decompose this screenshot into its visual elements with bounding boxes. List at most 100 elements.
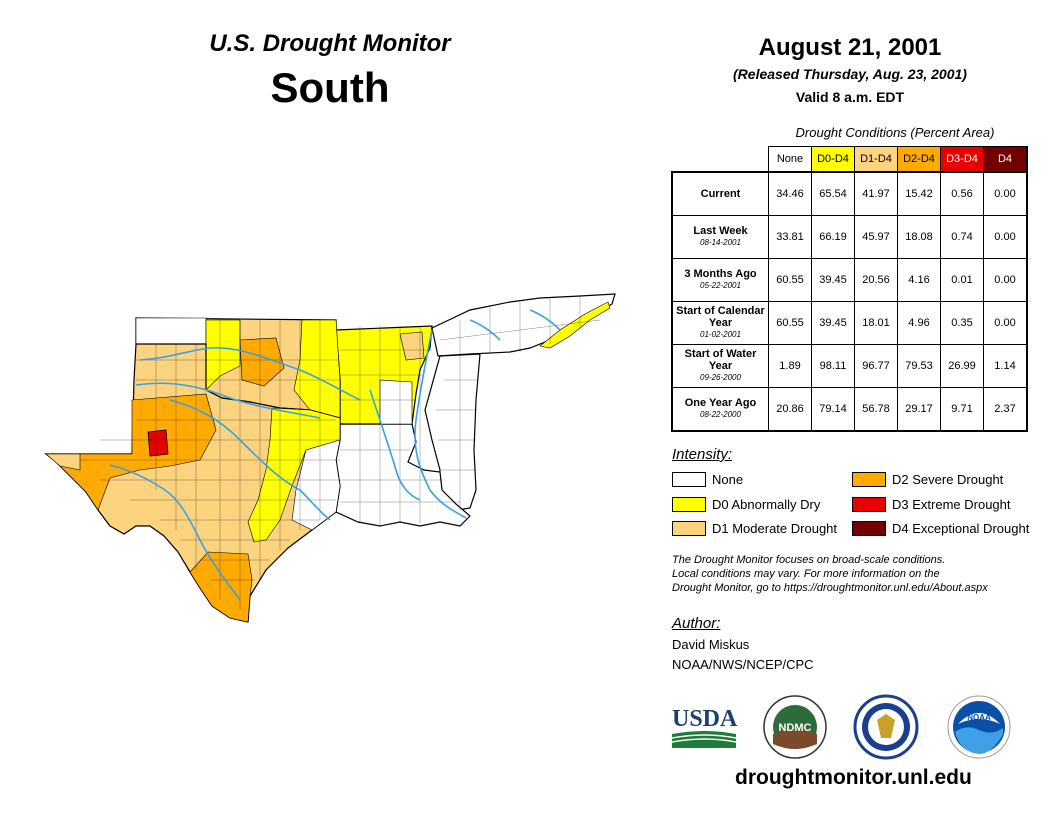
table-cell: 0.00 — [983, 171, 1028, 216]
commerce-seal-icon — [853, 694, 919, 760]
legend-item-d3: D3 Extreme Drought — [852, 496, 1011, 513]
table-cell: 29.17 — [897, 387, 941, 432]
table-row: Start of Water Year 09-26-2000 1.89 98.11… — [671, 344, 1028, 388]
col-header-d2-d4: D2-D4 — [897, 146, 941, 173]
site-url[interactable]: droughtmonitor.unl.edu — [735, 766, 972, 789]
region-ar-d1 — [399, 331, 425, 361]
legend-label: D4 Exceptional Drought — [892, 521, 1030, 536]
row-date: 05-22-2001 — [700, 281, 741, 290]
legend-label: D3 Extreme Drought — [892, 497, 1011, 512]
table-cell: 39.45 — [811, 301, 855, 345]
col-header-d4: D4 — [983, 146, 1028, 173]
col-header-d1-d4: D1-D4 — [854, 146, 898, 173]
usda-logo-icon: USDA — [671, 706, 738, 748]
table-cell: 60.55 — [768, 301, 812, 345]
note-line: Drought Monitor, go to https://droughtmo… — [672, 582, 988, 594]
row-date: 08-22-2000 — [700, 410, 741, 419]
table-cell: 1.89 — [768, 344, 812, 388]
col-header-none: None — [768, 146, 812, 173]
table-cell: 0.00 — [983, 258, 1028, 302]
legend-title: Intensity: — [672, 446, 733, 463]
table-cell: 15.42 — [897, 171, 941, 216]
monitor-title: U.S. Drought Monitor — [209, 30, 451, 57]
table-cell: 33.81 — [768, 215, 812, 259]
legend-swatch — [852, 497, 886, 512]
author-org: NOAA/NWS/NCEP/CPC — [672, 657, 814, 672]
table-cell: 39.45 — [811, 258, 855, 302]
table-cell: 34.46 — [768, 171, 812, 216]
table-cell: 96.77 — [854, 344, 898, 388]
author-name: David Miskus — [672, 637, 750, 652]
table-cell: 4.96 — [897, 301, 941, 345]
region-tx-d2-south — [189, 551, 253, 623]
region-ok-panhandle-none — [135, 317, 207, 345]
valid-time: Valid 8 a.m. EDT — [795, 89, 905, 105]
table-cell: 65.54 — [811, 171, 855, 216]
legend-item-d2: D2 Severe Drought — [852, 471, 1003, 488]
table-cell: 18.08 — [897, 215, 941, 259]
region-ar-none — [379, 379, 413, 425]
region-tx-d0-east — [247, 407, 341, 543]
legend-item-d4: D4 Exceptional Drought — [852, 520, 1029, 537]
legend-label: D0 Abnormally Dry — [712, 497, 821, 512]
region-tn-d0 — [539, 301, 611, 349]
table-cell: 0.00 — [983, 301, 1028, 345]
table-cell: 98.11 — [811, 344, 855, 388]
row-label: One Year Ago 08-22-2000 — [671, 387, 769, 432]
table-cell: 79.14 — [811, 387, 855, 432]
table-cell: 0.35 — [940, 301, 984, 345]
legend-swatch — [852, 521, 886, 536]
table-cell: 20.86 — [768, 387, 812, 432]
table-cell: 20.56 — [854, 258, 898, 302]
legend-item-d1: D1 Moderate Drought — [672, 520, 837, 537]
disclaimer-note: The Drought Monitor focuses on broad-sca… — [672, 553, 1052, 595]
table-cell: 60.55 — [768, 258, 812, 302]
author-title: Author: — [672, 615, 721, 632]
table-cell: 4.16 — [897, 258, 941, 302]
region-tx-d1-trans — [45, 453, 81, 471]
row-date: 01-02-2001 — [700, 330, 741, 339]
svg-text:NOAA: NOAA — [967, 713, 991, 722]
note-line: The Drought Monitor focuses on broad-sca… — [672, 554, 946, 566]
table-row: Current 34.46 65.54 41.97 15.42 0.56 0.0… — [671, 171, 1028, 216]
col-header-d0-d4: D0-D4 — [811, 146, 855, 173]
row-date: 08-14-2001 — [700, 238, 741, 247]
table-cell: 0.01 — [940, 258, 984, 302]
legend-label: D1 Moderate Drought — [712, 521, 838, 536]
table-cell: 18.01 — [854, 301, 898, 345]
legend-item-none: None — [672, 471, 743, 488]
table-row: Start of Calendar Year 01-02-2001 60.55 3… — [671, 301, 1028, 345]
table-row: Last Week 08-14-2001 33.81 66.19 45.97 18… — [671, 215, 1028, 259]
row-date: 09-26-2000 — [700, 373, 741, 382]
noaa-logo-icon: NOAA — [947, 695, 1011, 759]
table-row: One Year Ago 08-22-2000 20.86 79.14 56.78… — [671, 387, 1028, 432]
svg-text:NDMC: NDMC — [779, 722, 812, 734]
row-label: Start of Water Year 09-26-2000 — [671, 344, 769, 388]
legend-swatch — [672, 472, 706, 487]
table-corner — [672, 147, 769, 173]
table-caption: Drought Conditions (Percent Area) — [795, 125, 995, 140]
table-cell: 2.37 — [983, 387, 1028, 432]
note-line: Local conditions may vary. For more info… — [672, 568, 940, 580]
svg-text:USDA: USDA — [672, 706, 738, 732]
row-label: Last Week 08-14-2001 — [671, 215, 769, 259]
table-row: 3 Months Ago 05-22-2001 60.55 39.45 20.56… — [671, 258, 1028, 302]
table-cell: 1.14 — [983, 344, 1028, 388]
table-cell: 0.56 — [940, 171, 984, 216]
legend-item-d0: D0 Abnormally Dry — [672, 496, 820, 513]
region-title: South — [270, 64, 390, 111]
region-tx-d3 — [147, 429, 169, 457]
table-cell: 45.97 — [854, 215, 898, 259]
col-header-d3-d4: D3-D4 — [940, 146, 984, 173]
table-cell: 41.97 — [854, 171, 898, 216]
release-date: (Released Thursday, Aug. 23, 2001) — [733, 66, 967, 82]
table-cell: 0.74 — [940, 215, 984, 259]
drought-conditions-table: None D0-D4 D1-D4 D2-D4 D3-D4 D4 Current … — [671, 146, 1028, 432]
legend-label: D2 Severe Drought — [892, 472, 1004, 487]
legend-swatch — [672, 497, 706, 512]
legend-swatch — [672, 521, 706, 536]
drought-map — [44, 293, 616, 623]
table-cell: 66.19 — [811, 215, 855, 259]
region-ok-d2-central — [239, 337, 285, 387]
table-cell: 0.00 — [983, 215, 1028, 259]
